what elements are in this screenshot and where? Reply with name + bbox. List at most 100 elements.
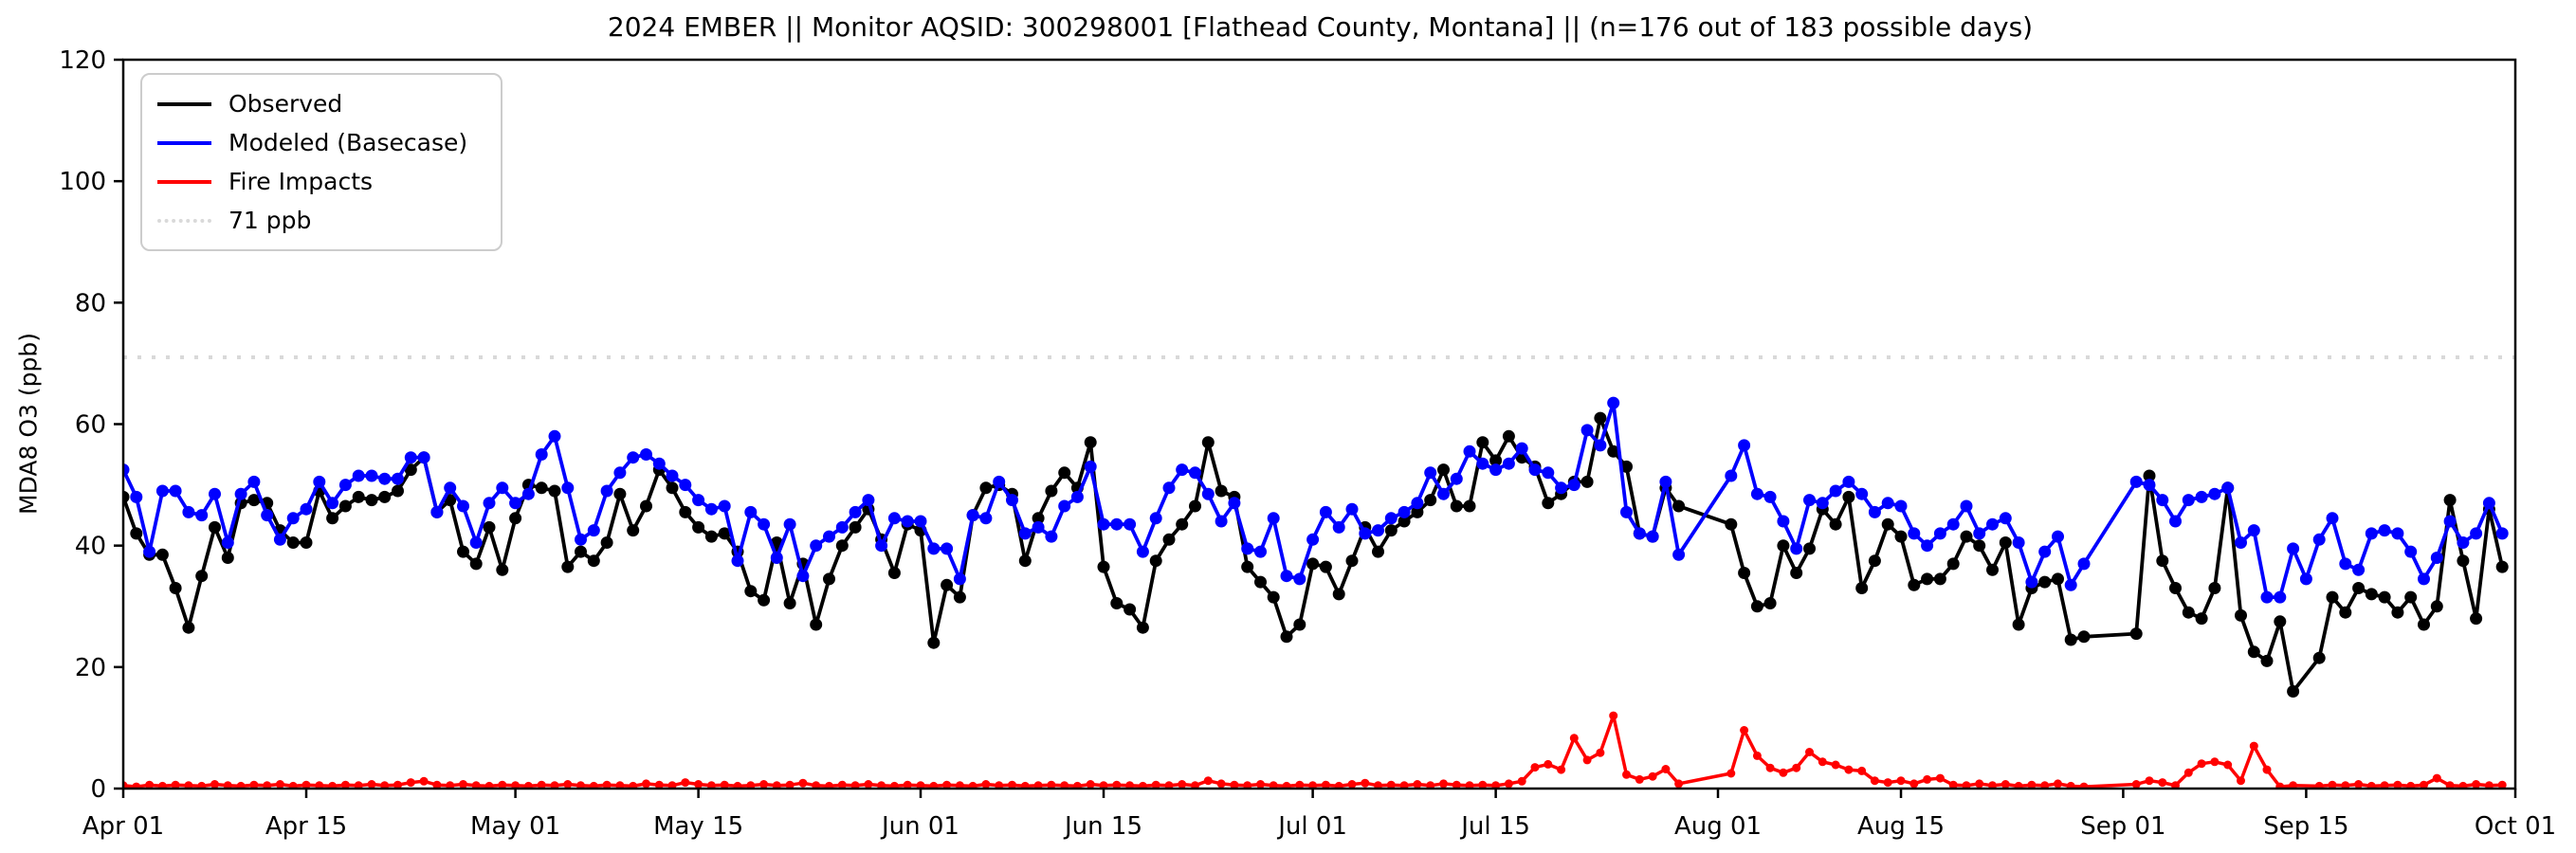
data-point bbox=[615, 781, 625, 789]
data-point bbox=[1124, 517, 1137, 531]
data-point bbox=[968, 781, 977, 789]
data-point bbox=[563, 780, 573, 789]
x-tick-label: Jun 15 bbox=[1063, 812, 1142, 841]
data-point bbox=[2001, 780, 2010, 789]
data-point bbox=[1894, 499, 1908, 513]
legend-item-observed: Observed bbox=[142, 84, 501, 123]
data-point bbox=[2012, 618, 2025, 631]
data-point bbox=[602, 780, 612, 789]
data-point bbox=[393, 780, 402, 789]
data-point bbox=[1738, 567, 1751, 579]
data-point bbox=[340, 780, 350, 789]
data-point bbox=[2328, 780, 2337, 789]
legend-item-71-ppb: 71 ppb bbox=[142, 201, 501, 240]
data-point bbox=[1750, 487, 1763, 500]
data-point bbox=[1033, 781, 1043, 789]
data-point bbox=[1334, 781, 1343, 789]
data-point bbox=[1661, 765, 1671, 773]
data-point bbox=[942, 780, 952, 789]
data-point bbox=[1306, 533, 1320, 546]
data-point bbox=[378, 472, 392, 485]
data-point bbox=[849, 520, 862, 534]
data-point bbox=[993, 475, 1006, 488]
series-modeled-basecase bbox=[123, 396, 2509, 604]
data-point bbox=[1842, 490, 1855, 503]
data-point bbox=[2052, 572, 2064, 586]
y-tick-label: 60 bbox=[75, 411, 106, 440]
data-point bbox=[496, 563, 509, 576]
data-point bbox=[1086, 780, 1095, 789]
data-point bbox=[2156, 554, 2169, 568]
data-point bbox=[2038, 575, 2052, 589]
data-point bbox=[1437, 487, 1450, 500]
legend-line-sample bbox=[157, 179, 211, 184]
data-point bbox=[759, 780, 769, 789]
data-point bbox=[692, 494, 705, 507]
data-point bbox=[143, 545, 156, 558]
data-point bbox=[1254, 545, 1267, 558]
data-point bbox=[1725, 469, 1738, 482]
data-point bbox=[1933, 527, 1946, 540]
data-point bbox=[1201, 436, 1215, 449]
data-point bbox=[1818, 757, 1827, 767]
data-point bbox=[2445, 781, 2455, 789]
data-point bbox=[469, 557, 483, 571]
data-point bbox=[249, 780, 259, 789]
data-point bbox=[720, 780, 729, 789]
data-point bbox=[2064, 633, 2077, 646]
data-point bbox=[1829, 484, 1842, 498]
data-point bbox=[783, 597, 796, 609]
legend-label: Observed bbox=[228, 90, 343, 118]
data-point bbox=[1097, 517, 1110, 531]
data-point bbox=[2430, 600, 2443, 613]
data-point bbox=[1228, 497, 1241, 510]
data-point bbox=[169, 484, 182, 498]
data-point bbox=[889, 781, 899, 789]
legend-line-sample bbox=[157, 218, 211, 223]
data-point bbox=[1738, 439, 1751, 452]
data-point bbox=[1164, 781, 1174, 789]
data-point bbox=[941, 542, 954, 555]
data-point bbox=[1855, 487, 1869, 500]
data-point bbox=[2430, 552, 2443, 564]
data-point bbox=[1607, 396, 1620, 409]
data-point bbox=[627, 524, 640, 537]
data-point bbox=[692, 520, 705, 534]
data-point bbox=[1176, 517, 1189, 531]
data-point bbox=[561, 481, 575, 495]
data-point bbox=[1777, 515, 1790, 528]
data-point bbox=[1162, 481, 1176, 495]
data-point bbox=[2495, 527, 2509, 540]
data-point bbox=[1306, 557, 1320, 571]
data-point bbox=[2262, 765, 2272, 774]
data-point bbox=[1829, 517, 1842, 531]
data-point bbox=[642, 779, 650, 789]
data-point bbox=[1124, 603, 1137, 616]
data-point bbox=[1844, 765, 1854, 774]
data-point bbox=[1372, 545, 1384, 558]
data-point bbox=[263, 781, 272, 789]
data-point bbox=[2470, 527, 2483, 540]
legend-line-sample bbox=[157, 140, 211, 145]
data-point bbox=[1960, 530, 1973, 543]
data-point bbox=[1047, 780, 1056, 789]
data-point bbox=[914, 515, 927, 528]
data-point bbox=[652, 457, 666, 470]
y-tick-label: 100 bbox=[59, 168, 106, 196]
data-point bbox=[877, 781, 886, 789]
data-point bbox=[1110, 517, 1124, 531]
data-point bbox=[236, 781, 246, 789]
data-point bbox=[1032, 512, 1045, 525]
data-point bbox=[667, 781, 677, 789]
data-point bbox=[209, 487, 221, 500]
data-point bbox=[1855, 582, 1869, 594]
data-point bbox=[1946, 517, 1960, 531]
data-point bbox=[171, 780, 180, 789]
data-point bbox=[966, 509, 979, 522]
data-point bbox=[132, 782, 141, 789]
data-point bbox=[1372, 524, 1384, 537]
data-point bbox=[498, 780, 507, 789]
data-point bbox=[157, 781, 167, 789]
data-point bbox=[2143, 469, 2156, 482]
data-point bbox=[288, 781, 298, 789]
